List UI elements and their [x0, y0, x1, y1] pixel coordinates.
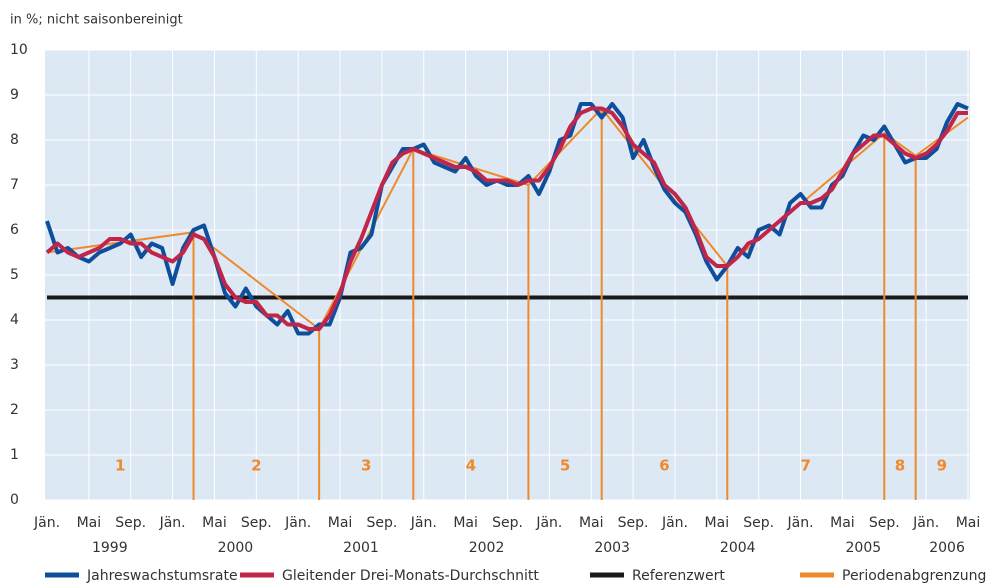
x-tick-label: Mai: [328, 515, 353, 531]
series-line: [45, 106, 968, 331]
y-tick-label: 1: [10, 447, 19, 463]
period-label: 7: [801, 457, 811, 475]
legend-label: Jahreswachstumsrate: [86, 568, 238, 584]
period-label: 4: [466, 457, 476, 475]
period-label: 8: [895, 457, 905, 475]
year-label: 2003: [594, 540, 630, 556]
period-label: 1: [115, 457, 125, 475]
x-tick-label: Jän.: [535, 515, 562, 531]
x-tick-label: Sep.: [241, 515, 272, 531]
x-tick-label: Jän.: [787, 515, 814, 531]
x-tick-label: Mai: [202, 515, 227, 531]
x-tick-label: Sep.: [492, 515, 523, 531]
year-label: 2005: [846, 540, 882, 556]
x-tick-label: Mai: [453, 515, 478, 531]
x-tick-label: Sep.: [115, 515, 146, 531]
period-label: 6: [659, 457, 669, 475]
period-label: 5: [560, 457, 570, 475]
year-label: 2006: [929, 540, 965, 556]
x-tick-label: Mai: [830, 515, 855, 531]
y-tick-label: 0: [10, 492, 19, 508]
x-tick-label: Jän.: [410, 515, 437, 531]
x-tick-label: Sep.: [366, 515, 397, 531]
x-tick-label: Mai: [705, 515, 730, 531]
x-tick-label: Mai: [579, 515, 604, 531]
series-line: [45, 102, 969, 336]
x-tick-label: Mai: [956, 515, 981, 531]
period-label: 9: [937, 457, 947, 475]
year-label: 2001: [343, 540, 379, 556]
x-tick-label: Jän.: [661, 515, 688, 531]
y-tick-label: 5: [10, 267, 19, 283]
x-tick-label: Jän.: [33, 515, 60, 531]
year-label: 2004: [720, 540, 756, 556]
period-label: 3: [361, 457, 371, 475]
year-label: 1999: [92, 540, 128, 556]
y-tick-label: 10: [10, 42, 28, 58]
legend-label: Referenzwert: [632, 568, 725, 584]
x-tick-label: Jän.: [284, 515, 311, 531]
y-tick-label: 6: [10, 222, 19, 238]
y-tick-label: 3: [10, 357, 19, 373]
year-label: 2002: [469, 540, 505, 556]
legend-label: Gleitender Drei-Monats-Durchschnitt: [282, 568, 539, 584]
x-tick-label: Sep.: [743, 515, 774, 531]
y-tick-label: 8: [10, 132, 19, 148]
year-label: 2000: [218, 540, 254, 556]
x-tick-label: Sep.: [618, 515, 649, 531]
x-tick-label: Jän.: [159, 515, 186, 531]
x-tick-label: Jän.: [912, 515, 939, 531]
x-tick-label: Sep.: [869, 515, 900, 531]
y-tick-label: 2: [10, 402, 19, 418]
legend-label: Periodenabgrenzung: [842, 568, 986, 584]
y-tick-label: 7: [10, 177, 19, 193]
period-label: 2: [251, 457, 261, 475]
x-tick-label: Mai: [77, 515, 102, 531]
series-line: [46, 107, 969, 330]
chart-subtitle: in %; nicht saisonbereinigt: [10, 13, 183, 28]
y-tick-label: 9: [10, 87, 19, 103]
y-tick-label: 4: [10, 312, 19, 328]
